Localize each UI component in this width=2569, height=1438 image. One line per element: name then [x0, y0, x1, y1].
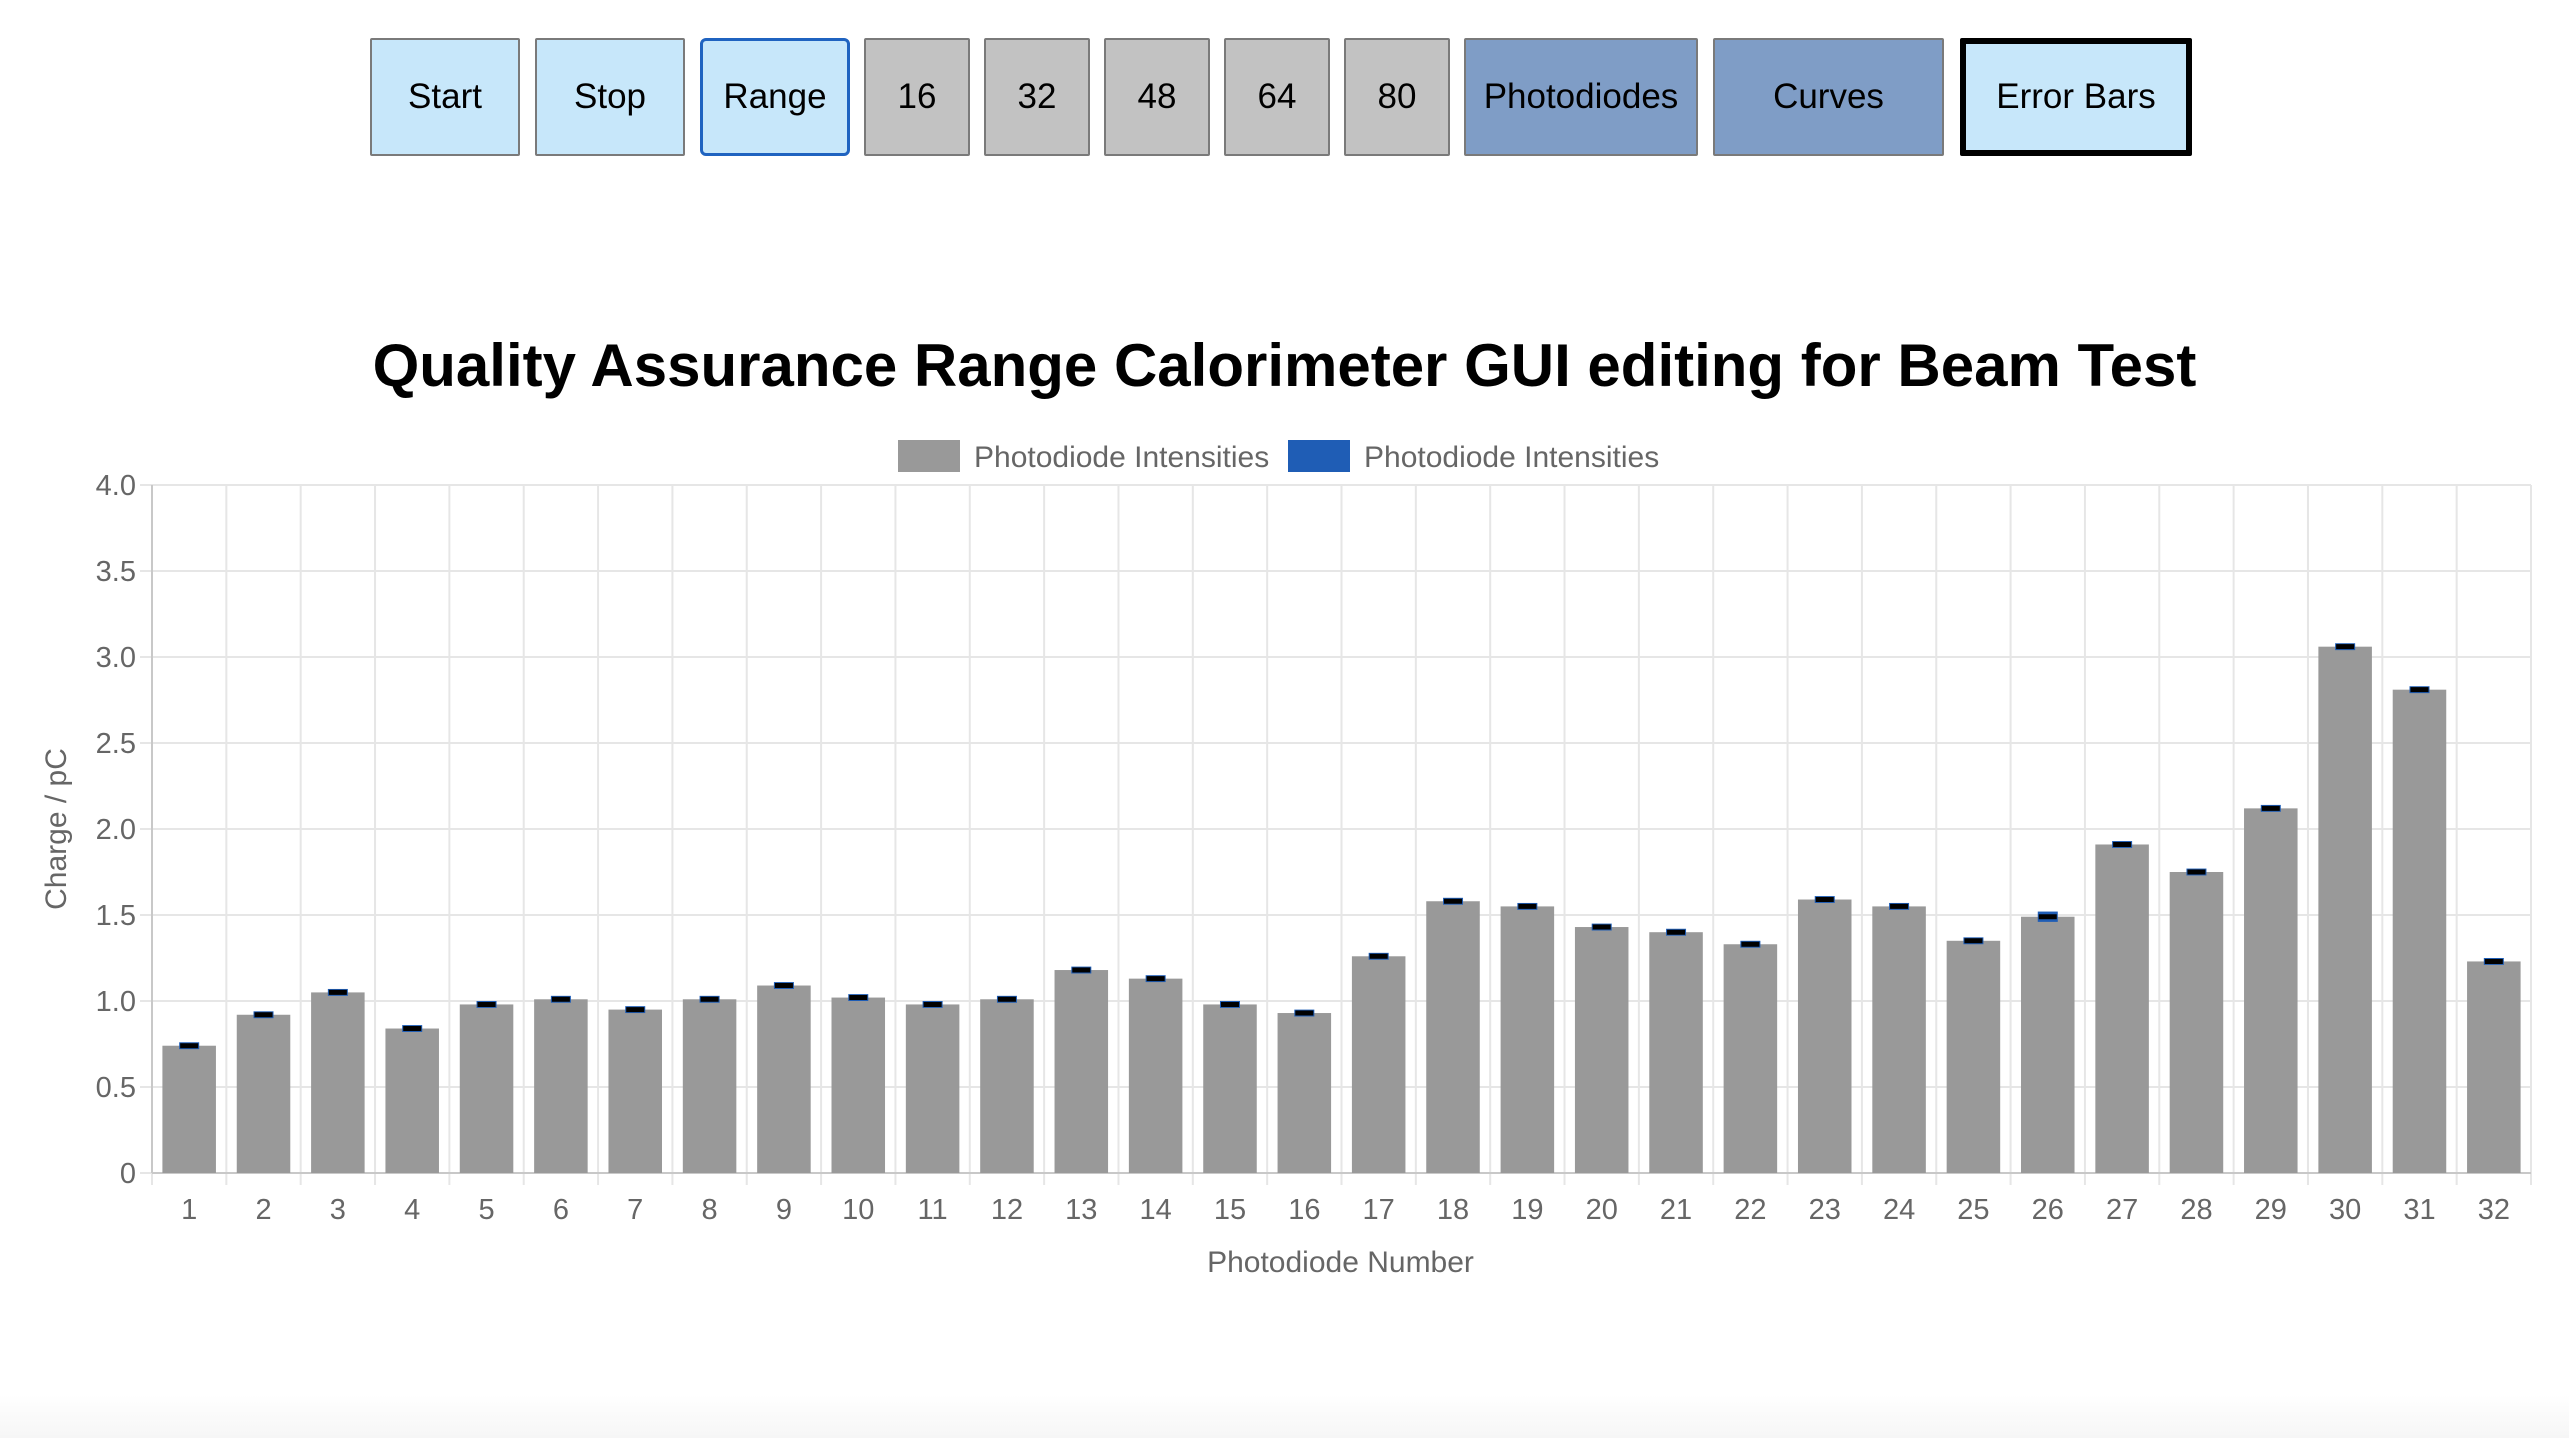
- bar: [1426, 901, 1480, 1173]
- bar: [1351, 956, 1406, 1173]
- x-tick-label: 10: [842, 1194, 874, 1226]
- bar: [2318, 646, 2372, 1173]
- x-tick-label: 30: [2329, 1194, 2361, 1226]
- x-tick-label: 13: [1065, 1194, 1097, 1226]
- bar: [2244, 808, 2298, 1173]
- y-tick-label: 3.0: [96, 642, 136, 674]
- x-tick-label: 19: [1511, 1194, 1543, 1226]
- stop-button[interactable]: Stop: [535, 38, 685, 156]
- x-tick-label: 32: [2478, 1194, 2510, 1226]
- bar: [757, 985, 811, 1173]
- bar-chart: 00.51.01.52.02.53.03.54.01 2 3 4 5 6 7 8 9 10 11 12…: [40, 440, 2532, 1279]
- x-tick-label: 22: [1734, 1194, 1766, 1226]
- x-tick-label: 3: [330, 1194, 346, 1226]
- range-32-button[interactable]: 32: [984, 38, 1090, 156]
- bar: [1574, 927, 1629, 1173]
- bar: [1500, 906, 1555, 1173]
- x-tick-label: 15: [1214, 1194, 1246, 1226]
- photodiodes-button[interactable]: Photodiodes: [1464, 38, 1698, 156]
- legend-swatch: [1288, 440, 1350, 472]
- bar: [2392, 689, 2447, 1173]
- y-tick-label: 2.5: [96, 728, 136, 760]
- bar: [1723, 944, 1778, 1173]
- range-button[interactable]: Range: [700, 38, 850, 156]
- y-tick-label: 2.0: [96, 814, 136, 846]
- bar: [905, 1004, 960, 1173]
- start-button[interactable]: Start: [370, 38, 520, 156]
- x-tick-label: 5: [478, 1194, 494, 1226]
- x-tick-label: 17: [1363, 1194, 1395, 1226]
- x-tick-label: 7: [627, 1194, 643, 1226]
- range-64-button[interactable]: 64: [1224, 38, 1330, 156]
- range-80-button[interactable]: 80: [1344, 38, 1450, 156]
- x-tick-label: 28: [2180, 1194, 2212, 1226]
- bar: [534, 999, 588, 1173]
- x-tick-label: 24: [1883, 1194, 1915, 1226]
- bar: [980, 999, 1034, 1173]
- chart-title: Quality Assurance Range Calorimeter GUI …: [372, 332, 2197, 399]
- x-tick-label: 1: [181, 1194, 197, 1226]
- bar: [1128, 978, 1183, 1173]
- bar: [831, 997, 886, 1173]
- x-tick-label: 25: [1957, 1194, 1989, 1226]
- y-tick-label: 4.0: [96, 470, 136, 502]
- page-footer: [0, 1395, 2569, 1438]
- range-16-button[interactable]: 16: [864, 38, 970, 156]
- x-tick-label: 20: [1586, 1194, 1618, 1226]
- x-tick-label: 31: [2403, 1194, 2435, 1226]
- bar: [1203, 1004, 1257, 1173]
- bar: [682, 999, 737, 1173]
- legend-swatch: [898, 440, 960, 472]
- x-tick-label: 6: [553, 1194, 569, 1226]
- y-tick-label: 1.5: [96, 900, 136, 932]
- x-tick-label: 12: [991, 1194, 1023, 1226]
- bar: [311, 992, 365, 1173]
- bar: [2169, 872, 2224, 1173]
- legend-label: Photodiode Intensities: [1364, 441, 1659, 474]
- bar: [1946, 940, 2001, 1173]
- bar: [2021, 916, 2075, 1173]
- x-tick-label: 2: [255, 1194, 271, 1226]
- bar: [2095, 844, 2149, 1173]
- x-tick-label: 29: [2255, 1194, 2287, 1226]
- x-tick-label: 27: [2106, 1194, 2138, 1226]
- x-axis-title: Photodiode Number: [1207, 1246, 1474, 1279]
- x-tick-label: 26: [2032, 1194, 2064, 1226]
- toolbar: Start Stop Range 16 32 48 64 80 Photodio…: [0, 0, 2569, 170]
- bar: [608, 1009, 662, 1173]
- y-tick-label: 0: [120, 1158, 136, 1190]
- bar: [459, 1004, 514, 1173]
- x-tick-label: 21: [1660, 1194, 1692, 1226]
- x-tick-label: 14: [1140, 1194, 1172, 1226]
- bar: [162, 1045, 216, 1173]
- x-tick-label: 8: [702, 1194, 718, 1226]
- range-48-button[interactable]: 48: [1104, 38, 1210, 156]
- bar: [236, 1014, 291, 1173]
- x-tick-label: 9: [776, 1194, 792, 1226]
- x-tick-label: 16: [1288, 1194, 1320, 1226]
- y-tick-label: 0.5: [96, 1072, 136, 1104]
- curves-button[interactable]: Curves: [1713, 38, 1944, 156]
- bar: [1649, 932, 1703, 1173]
- legend-label: Photodiode Intensities: [974, 441, 1269, 474]
- bar: [2467, 961, 2521, 1173]
- y-tick-label: 3.5: [96, 556, 136, 588]
- x-tick-label: 11: [918, 1194, 948, 1226]
- bar: [1797, 899, 1852, 1173]
- error-bars-button[interactable]: Error Bars: [1960, 38, 2192, 156]
- bar: [385, 1028, 439, 1173]
- y-axis-title: Charge / pC: [40, 748, 73, 910]
- x-tick-label: 23: [1809, 1194, 1841, 1226]
- bar: [1054, 970, 1109, 1173]
- y-tick-label: 1.0: [96, 986, 136, 1018]
- bar: [1872, 906, 1926, 1173]
- bar: [1277, 1013, 1332, 1173]
- x-tick-label: 18: [1437, 1194, 1469, 1226]
- x-tick-label: 4: [404, 1194, 420, 1226]
